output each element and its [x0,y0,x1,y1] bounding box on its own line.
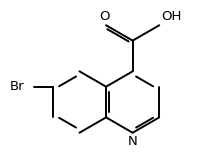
Text: N: N [128,135,138,148]
Text: Br: Br [10,80,25,93]
Text: OH: OH [162,10,182,23]
Text: O: O [99,10,110,23]
